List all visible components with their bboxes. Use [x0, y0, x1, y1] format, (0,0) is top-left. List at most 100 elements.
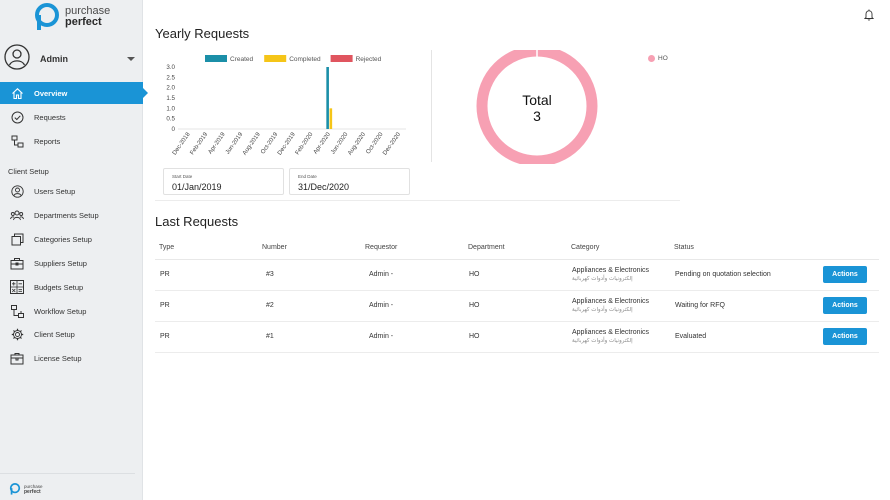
sidebar-item-budgets-setup[interactable]: Budgets Setup	[0, 276, 143, 298]
y-tick-label: 2.5	[166, 74, 175, 81]
brand-line2: perfect	[65, 16, 102, 28]
user-menu[interactable]: Admin	[4, 43, 140, 75]
end-date-field[interactable]: End Date 31/Dec/2020	[289, 168, 410, 195]
client-setup-section-label: Client Setup	[8, 167, 49, 176]
sidebar-item-users-setup[interactable]: Users Setup	[0, 180, 143, 202]
sidebar-item-suppliers-setup[interactable]: Suppliers Setup	[0, 252, 143, 274]
x-tick-label: Feb-2019	[190, 131, 210, 156]
actions-button[interactable]: Actions	[823, 297, 867, 314]
cell-number: #1	[258, 321, 361, 353]
calculator-icon	[10, 280, 24, 294]
end-date-label: End Date	[298, 174, 317, 179]
category-name-arabic: إلكترونيات وأدوات كهربائية	[572, 306, 633, 313]
sidebar-item-label: License Setup	[34, 353, 82, 363]
user-icon	[10, 184, 24, 198]
sidebar-item-requests[interactable]: Requests	[0, 106, 143, 128]
category-name-arabic: إلكترونيات وأدوات كهربائية	[572, 337, 633, 344]
cell-department: HO	[464, 290, 567, 322]
cell-requestor: Admin -	[361, 321, 464, 353]
cell-actions: Actions	[818, 321, 879, 353]
end-date-value: 31/Dec/2020	[298, 182, 350, 192]
brand-line1: purchase	[65, 5, 111, 17]
license-icon	[10, 351, 24, 365]
cell-status: Pending on quotation selection	[670, 259, 818, 291]
sidebar-item-departments-setup[interactable]: Departments Setup	[0, 204, 143, 226]
sidebar-item-workflow-setup[interactable]: Workflow Setup	[0, 300, 143, 322]
column-header-type: Type	[155, 236, 258, 260]
cell-status: Waiting for RFQ	[670, 290, 818, 322]
sidebar-item-overview[interactable]: Overview	[0, 82, 148, 104]
column-header-status: Status	[670, 236, 818, 260]
logo-mark-icon	[33, 3, 61, 31]
sidebar-item-label: Departments Setup	[34, 210, 99, 220]
y-tick-label: 1.5	[166, 95, 175, 102]
chevron-down-icon[interactable]	[127, 57, 135, 61]
brand-logo[interactable]: purchase perfect	[33, 3, 110, 31]
sidebar: purchase perfect Admin Overview Requests…	[0, 0, 148, 500]
column-header-actions	[818, 236, 879, 260]
legend-swatch	[264, 55, 287, 62]
cell-department: HO	[464, 259, 567, 291]
yearly-requests-title: Yearly Requests	[155, 26, 250, 41]
sidebar-item-label: Workflow Setup	[34, 306, 87, 316]
sidebar-item-label: Requests	[34, 112, 66, 122]
x-tick-label: Aug-2019	[242, 131, 262, 156]
users-icon	[10, 208, 24, 222]
cell-type: PR	[155, 290, 258, 322]
legend-dot	[648, 55, 655, 62]
reports-icon	[10, 134, 24, 148]
footer-brand-line1: purchase	[24, 483, 43, 489]
y-tick-label: 2.0	[166, 85, 175, 92]
gear-icon	[10, 327, 24, 341]
y-tick-label: 0.5	[166, 116, 175, 123]
user-name: Admin	[40, 54, 68, 64]
cell-actions: Actions	[818, 290, 879, 322]
sidebar-item-label: Users Setup	[34, 186, 76, 196]
cell-status: Evaluated	[670, 321, 818, 353]
table-row: PR #3 Admin - HO Appliances & Electronic…	[155, 259, 879, 291]
chart-divider	[431, 50, 432, 162]
cell-category: Appliances & Electronics إلكترونيات وأدو…	[567, 290, 670, 322]
column-header-category: Category	[567, 236, 670, 260]
cell-requestor: Admin -	[361, 290, 464, 322]
start-date-field[interactable]: Start Date 01/Jan/2019	[163, 168, 284, 195]
bar-chart: Created Completed Rejected 3.0 2.5 2.0 1.5 1.0 0…	[166, 55, 406, 156]
section-divider	[155, 200, 680, 201]
table-row: PR #2 Admin - HO Appliances & Electronic…	[155, 290, 879, 322]
sidebar-item-client-setup[interactable]: Client Setup	[0, 323, 143, 345]
bell-icon[interactable]	[863, 8, 875, 21]
table-header-row: Type Number Requestor Department Categor…	[155, 236, 879, 260]
legend-label: Rejected	[356, 56, 382, 63]
cell-requestor: Admin -	[361, 259, 464, 291]
actions-button[interactable]: Actions	[823, 266, 867, 283]
category-name: Appliances & Electronics	[572, 297, 650, 305]
cell-department: HO	[464, 321, 567, 353]
workflow-icon	[10, 304, 24, 318]
column-header-requestor: Requestor	[361, 236, 464, 260]
sidebar-item-reports[interactable]: Reports	[0, 130, 143, 152]
avatar-icon	[4, 43, 30, 75]
sidebar-item-license-setup[interactable]: License Setup	[0, 347, 143, 369]
bar	[329, 108, 333, 129]
cell-category: Appliances & Electronics إلكترونيات وأدو…	[567, 259, 670, 291]
donut-legend[interactable]: HO	[648, 55, 668, 62]
logo-mark-small-icon	[9, 483, 21, 495]
sidebar-item-categories-setup[interactable]: Categories Setup	[0, 228, 143, 250]
cell-type: PR	[155, 259, 258, 291]
sidebar-item-label: Suppliers Setup	[34, 258, 87, 268]
cell-number: #2	[258, 290, 361, 322]
donut-ring	[476, 45, 598, 167]
x-tick-label: Feb-2020	[295, 131, 315, 156]
donut-total-value: 3	[533, 108, 541, 124]
legend-label: Created	[230, 56, 254, 63]
column-header-number: Number	[258, 236, 361, 260]
last-requests-table: Type Number Requestor Department Categor…	[155, 236, 879, 353]
sidebar-item-label: Overview	[34, 88, 68, 98]
y-tick-label: 3.0	[166, 64, 175, 71]
x-tick-label: Aug-2020	[347, 131, 367, 156]
actions-button[interactable]: Actions	[823, 328, 867, 345]
start-date-value: 01/Jan/2019	[172, 182, 222, 192]
home-icon	[10, 86, 24, 100]
categories-icon	[10, 232, 24, 246]
legend-swatch	[330, 55, 353, 62]
